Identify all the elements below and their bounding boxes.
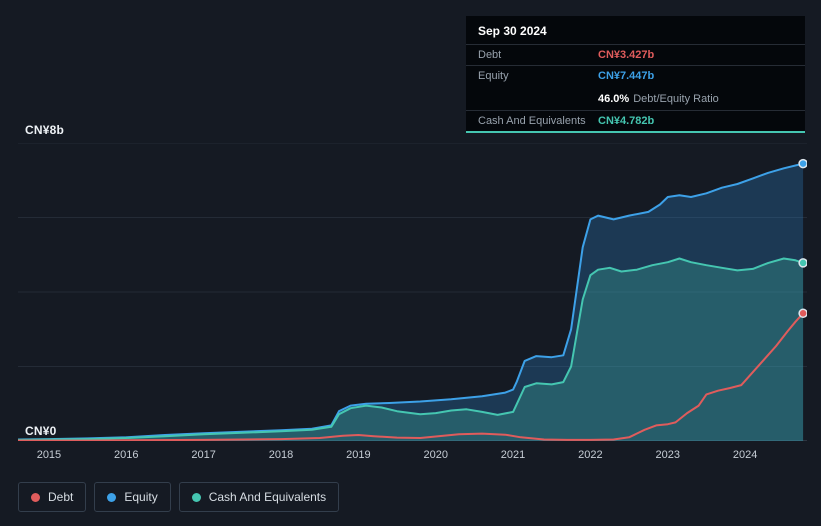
y-axis-label-top: CN¥8b bbox=[25, 123, 65, 137]
legend-item-equity[interactable]: Equity bbox=[94, 482, 171, 512]
x-axis-label: 2023 bbox=[655, 449, 680, 461]
legend-label-cash: Cash And Equivalents bbox=[208, 490, 327, 504]
x-axis-label: 2019 bbox=[346, 449, 371, 461]
legend-label-equity: Equity bbox=[124, 490, 158, 504]
tooltip-cash-label: Cash And Equivalents bbox=[478, 115, 586, 127]
x-axis-label: 2016 bbox=[114, 449, 139, 461]
tooltip-cash-row: Cash And Equivalents CN¥4.782b bbox=[466, 111, 805, 131]
legend-label-debt: Debt bbox=[48, 490, 74, 504]
x-axis-label: 2018 bbox=[268, 449, 294, 461]
legend-item-debt[interactable]: Debt bbox=[18, 482, 87, 512]
legend-dot bbox=[31, 492, 40, 502]
tooltip: Sep 30 2024 Debt CN¥3.427b Equity CN¥7.4… bbox=[466, 16, 805, 133]
tooltip-ratio-value: 46.0% Debt/Equity Ratio bbox=[598, 89, 719, 107]
tooltip-ratio-percent: 46.0% bbox=[598, 93, 630, 105]
tooltip-ratio-label: Debt/Equity Ratio bbox=[633, 93, 719, 105]
equity-end-marker bbox=[798, 158, 807, 169]
tooltip-equity-label: Equity bbox=[478, 70, 509, 82]
debt-end-marker bbox=[798, 308, 807, 319]
x-axis-label: 2017 bbox=[191, 449, 216, 461]
legend-dot bbox=[107, 492, 117, 502]
x-axis-label: 2022 bbox=[578, 449, 603, 461]
x-axis-label: 2015 bbox=[36, 449, 62, 461]
x-axis: 2015 2016 2017 2018 2019 2020 2021 2022 2023 2024 bbox=[0, 449, 821, 465]
chart-plot-area[interactable] bbox=[18, 143, 807, 441]
legend-dot bbox=[191, 492, 201, 502]
tooltip-equity-value: CN¥7.447b bbox=[598, 70, 655, 82]
equity-area bbox=[18, 163, 804, 441]
legend: Debt Equity Cash And Equivalents bbox=[18, 482, 340, 512]
chart-svg[interactable] bbox=[18, 143, 807, 441]
tooltip-cash-value: CN¥4.782b bbox=[598, 115, 655, 127]
x-axis-label: 2021 bbox=[500, 449, 526, 461]
tooltip-ratio-row: 46.0% Debt/Equity Ratio bbox=[466, 86, 805, 111]
tooltip-equity-row: Equity CN¥7.447b bbox=[466, 66, 805, 86]
x-axis-label: 2024 bbox=[732, 449, 758, 461]
y-axis-label-bottom: CN¥0 bbox=[25, 424, 57, 438]
tooltip-debt-row: Debt CN¥3.427b bbox=[466, 45, 805, 66]
tooltip-debt-value: CN¥3.427b bbox=[598, 49, 655, 61]
x-axis-label: 2020 bbox=[423, 449, 448, 461]
debt-line bbox=[18, 312, 805, 441]
cash-and-equivalents-line bbox=[18, 257, 805, 441]
tooltip-date: Sep 30 2024 bbox=[466, 16, 805, 45]
legend-item-cash[interactable]: Cash And Equivalents bbox=[178, 482, 340, 512]
tooltip-debt-label: Debt bbox=[478, 49, 502, 61]
cash-and-equivalents-end-marker bbox=[798, 258, 807, 268]
equity-line bbox=[18, 162, 805, 441]
cash-and-equivalents-area bbox=[18, 258, 804, 441]
